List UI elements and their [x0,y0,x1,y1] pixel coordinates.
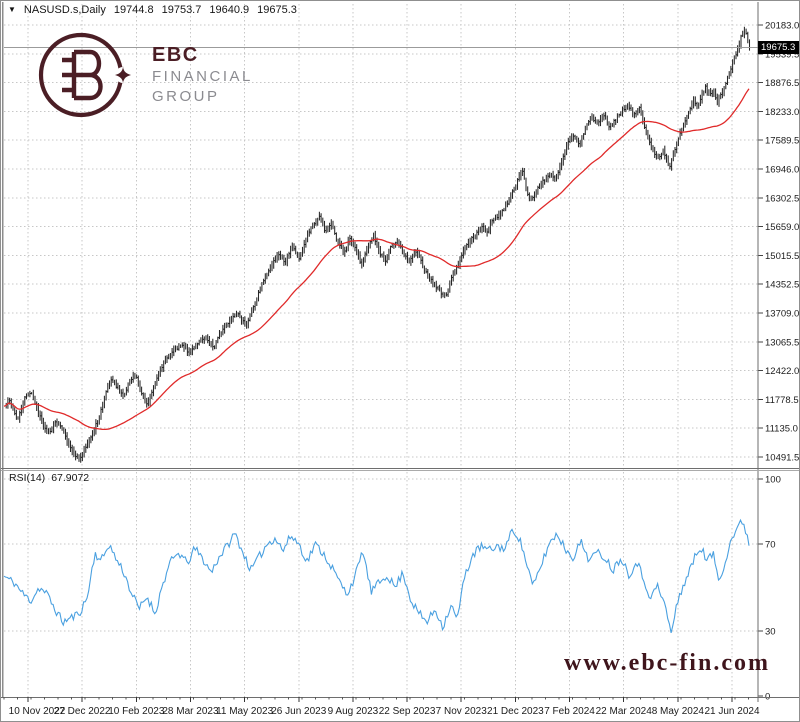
date-tick-label: 22 Mar 2024 [596,706,653,717]
ohlc-values: 19744.8 19753.7 19640.9 19675.3 [114,4,297,16]
date-tick-label: 27 Dec 2022 [54,706,111,717]
rsi-indicator-header: RSI(14) 67.9072 [9,472,89,484]
price-tick-label: 16946.0 [765,165,799,176]
date-tick-label: 11 May 2023 [216,706,274,717]
date-tick-label: 21 Dec 2023 [487,706,544,717]
price-tick-label: 13065.5 [765,337,799,348]
price-tick-label: 15015.5 [765,251,799,262]
price-tick-label: 13709.0 [765,309,799,320]
logo-sparkle-icon [115,66,131,84]
price-tick-label: 10491.5 [765,453,799,464]
date-tick-label: 22 Sep 2023 [379,706,436,717]
moving-average-line [3,88,750,431]
date-tick-label: 21 Jun 2024 [704,706,759,717]
date-tick-label: 8 May 2024 [652,706,705,717]
rsi-level-label: 30 [765,626,776,637]
price-tick-label: 16302.5 [765,193,799,204]
rsi-level-label: 100 [765,475,781,486]
rsi-indicator-value: 67.9072 [51,472,90,484]
ohlc-close: 19675.3 [257,4,297,16]
price-tick-label: 18876.5 [765,78,799,89]
price-tick-label: 20183.0 [765,21,799,32]
ohlc-low: 19640.9 [209,4,250,16]
date-tick-label: 7 Feb 2024 [544,706,595,717]
rsi-indicator-label: RSI(14) [9,472,46,484]
price-tick-label: 11778.5 [765,395,799,406]
price-tick-label: 19539.5 [765,49,799,60]
date-tick-label: 10 Feb 2023 [108,706,165,717]
rsi-line-series [3,518,750,634]
symbol-header: ▼ NASUSD.s,Daily 19744.8 19753.7 19640.9… [8,4,297,16]
brand-line1: FINANCIAL [152,68,253,85]
symbol-dropdown-icon[interactable]: ▼ [8,5,16,14]
price-tick-label: 15659.0 [765,222,799,233]
symbol-label: NASUSD.s,Daily [23,4,106,16]
ebc-logo: EBC FINANCIAL GROUP [35,29,253,121]
ebc-logo-text: EBC FINANCIAL GROUP [152,44,253,106]
date-tick-label: 26 Jun 2023 [271,706,326,717]
date-tick-label: 7 Nov 2023 [436,706,488,717]
date-tick-label: 9 Aug 2023 [328,706,379,717]
price-tick-label: 17589.5 [765,136,799,147]
ohlc-open: 19744.8 [113,4,154,16]
price-tick-label: 14352.5 [765,280,799,291]
ebc-logo-mark [38,32,131,118]
price-tick-label: 18233.0 [765,107,799,118]
website-watermark: www.ebc-fin.com [564,650,770,676]
ohlc-high: 19753.7 [161,4,202,16]
date-tick-label: 10 Nov 2022 [9,706,66,717]
brand-name: EBC [152,44,199,66]
price-tick-label: 11135.0 [765,424,798,435]
current-price-badge: 19675.3 [758,41,799,54]
rsi-level-label: 70 [765,540,776,551]
price-tick-label: 12422.0 [765,366,799,377]
date-tick-label: 28 Mar 2023 [162,706,219,717]
brand-line2: GROUP [152,88,220,105]
